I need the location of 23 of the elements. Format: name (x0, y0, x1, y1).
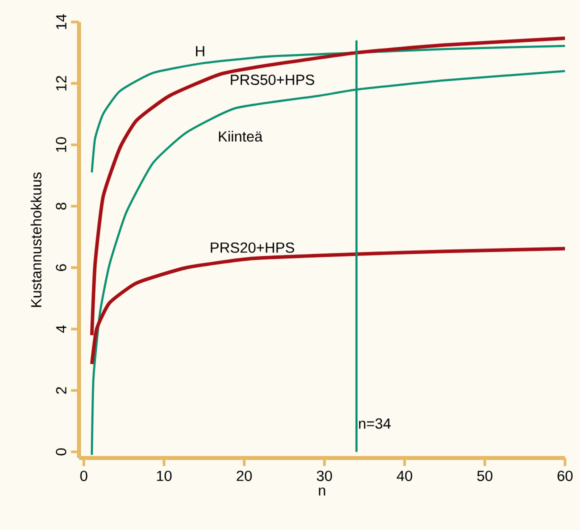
x-tick-label: 20 (236, 470, 252, 482)
series-label: H (196, 46, 204, 56)
y-tick-label: 6 (56, 264, 66, 271)
series-label: Kiinteä (218, 130, 263, 142)
y-tick-label: 2 (56, 387, 66, 394)
y-tick-label: 12 (56, 76, 66, 90)
y-tick-label: 14 (56, 14, 66, 30)
series-label: PRS20+HPS (210, 242, 294, 253)
series-label: PRS50+HPS (230, 74, 314, 85)
y-tick-label: 8 (56, 202, 66, 210)
line-series (90, 44, 566, 174)
x-tick-label: 60 (558, 470, 573, 482)
x-tick-label: 0 (80, 470, 88, 482)
x-tick-label: 10 (156, 470, 172, 482)
y-tick-label: 4 (56, 325, 66, 333)
ref-line-label: n=34 (359, 418, 391, 429)
x-tick-label: 40 (396, 470, 412, 482)
y-tick-label: 10 (56, 137, 66, 152)
x-tick-label: 50 (477, 470, 492, 482)
y-axis-title: Kustannustehokkuus (30, 172, 42, 307)
x-axis-title: n (318, 488, 326, 496)
y-tick-label: 0 (56, 448, 66, 456)
x-tick-label: 30 (316, 470, 332, 482)
